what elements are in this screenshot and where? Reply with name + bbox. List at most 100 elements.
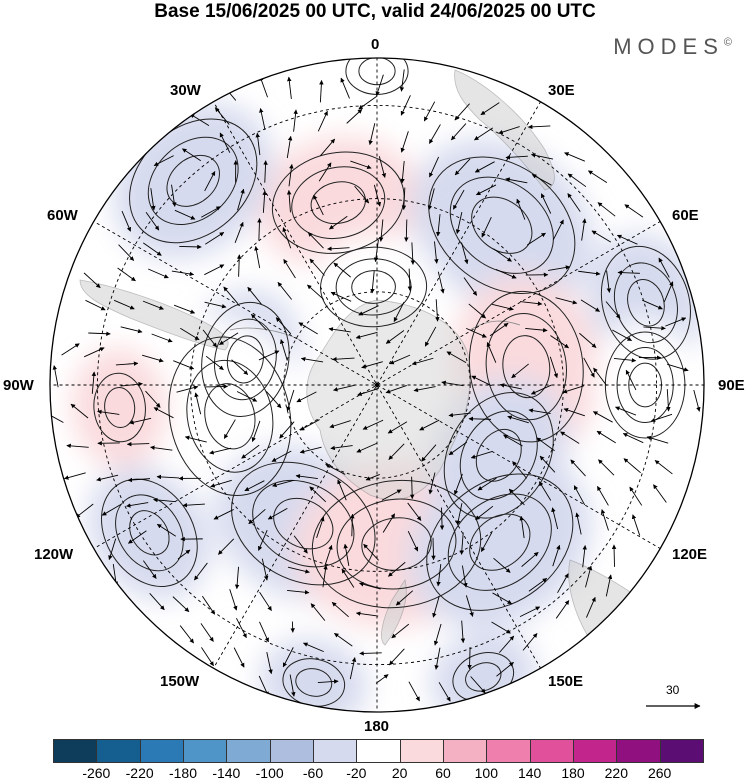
wind-vector-72 bbox=[540, 193, 552, 214]
wind-vector-321 bbox=[521, 551, 539, 567]
wind-vector-164 bbox=[231, 359, 249, 375]
wind-vector-232 bbox=[271, 450, 292, 462]
contour-10-0 bbox=[627, 279, 665, 327]
wind-vector-91 bbox=[553, 219, 564, 240]
contour-17-1 bbox=[335, 258, 412, 316]
wind-vector-58 bbox=[145, 211, 160, 231]
wind-vector-249 bbox=[156, 474, 179, 480]
wind-vector-169 bbox=[361, 361, 383, 369]
wind-vector-182 bbox=[120, 381, 143, 387]
wind-vector-306 bbox=[631, 514, 641, 536]
anomaly-blob-9-5 bbox=[408, 455, 591, 629]
wind-vector-134 bbox=[605, 301, 621, 319]
wind-vector-211 bbox=[279, 421, 295, 439]
wind-vector-323 bbox=[582, 545, 587, 568]
wind-vector-298 bbox=[407, 531, 419, 552]
wind-vector-247 bbox=[96, 474, 119, 482]
wind-vector-193 bbox=[413, 386, 436, 393]
wind-vector-33 bbox=[400, 160, 405, 184]
lon-label-90e: 90E bbox=[718, 377, 745, 394]
wind-vector-70 bbox=[481, 217, 492, 238]
wind-vector-329 bbox=[259, 591, 272, 611]
wind-vector-186 bbox=[236, 391, 258, 402]
wind-vector-221 bbox=[563, 407, 586, 417]
wind-vector-86 bbox=[410, 242, 416, 265]
wind-vector-162 bbox=[173, 360, 195, 370]
wind-vector-121 bbox=[223, 286, 239, 305]
contour-0-1 bbox=[291, 166, 386, 239]
wind-vector-161 bbox=[142, 354, 164, 363]
wind-vector-343 bbox=[200, 623, 214, 642]
wind-vector-179 bbox=[666, 363, 689, 372]
wind-vector-366 bbox=[467, 646, 472, 670]
wind-vector-129 bbox=[468, 303, 486, 319]
contour-12-0 bbox=[129, 510, 170, 556]
wind-vector-213 bbox=[329, 420, 351, 429]
wind-vector-360 bbox=[282, 647, 294, 668]
contour-6-0 bbox=[273, 497, 334, 550]
contour-2-1 bbox=[485, 313, 567, 421]
anomaly-blob-13-1 bbox=[71, 348, 168, 467]
graticule bbox=[50, 58, 704, 712]
wind-vector-112 bbox=[578, 270, 601, 276]
wind-vector-319 bbox=[461, 565, 468, 588]
wind-vector-326 bbox=[172, 596, 190, 613]
colorbar-swatch-7 bbox=[356, 739, 401, 763]
continent-africa bbox=[454, 69, 555, 191]
colorbar-swatch-13 bbox=[616, 739, 661, 763]
wind-vector-92 bbox=[581, 218, 587, 241]
lon-label-30w: 30W bbox=[170, 82, 201, 99]
wind-vector-344 bbox=[236, 617, 247, 639]
wind-vector-19 bbox=[400, 131, 409, 153]
wind-vector-48 bbox=[373, 184, 382, 207]
wind-vector-313 bbox=[287, 566, 310, 574]
wind-vector-34 bbox=[429, 156, 440, 178]
wind-vector-151 bbox=[489, 322, 509, 337]
lon-label-30e: 30E bbox=[548, 82, 575, 99]
wind-vector-160 bbox=[115, 361, 139, 366]
wind-vector-117 bbox=[113, 299, 135, 310]
wind-vector-28 bbox=[255, 132, 261, 156]
wind-vector-145 bbox=[298, 322, 318, 335]
wind-vector-290 bbox=[156, 523, 177, 537]
wind-vector-3 bbox=[259, 76, 268, 98]
wind-vector-87 bbox=[434, 241, 439, 264]
wind-vector-331 bbox=[322, 564, 328, 588]
wind-vector-238 bbox=[448, 441, 468, 456]
map-border bbox=[49, 57, 705, 713]
wind-vector-65 bbox=[329, 215, 348, 230]
wind-vector-265 bbox=[623, 458, 641, 474]
wind-vector-356 bbox=[585, 596, 596, 618]
colorbar-tick-11: 180 bbox=[561, 765, 585, 781]
wind-vector-195 bbox=[471, 375, 492, 387]
wind-vector-243 bbox=[596, 430, 616, 444]
wind-vector-24 bbox=[527, 124, 551, 130]
wind-vector-253 bbox=[272, 479, 294, 488]
colorbar-swatch-1 bbox=[96, 739, 141, 763]
contour-5-1 bbox=[186, 359, 274, 473]
colorbar-swatch-5 bbox=[269, 739, 314, 763]
wind-vector-348 bbox=[331, 601, 349, 618]
wind-vector-203 bbox=[50, 411, 64, 423]
wind-vector-6 bbox=[340, 77, 350, 99]
colorbar-swatch-12 bbox=[573, 739, 618, 763]
wind-vector-240 bbox=[503, 434, 523, 447]
contour-1-1 bbox=[449, 176, 554, 274]
wind-vector-21 bbox=[450, 123, 467, 141]
wind-vector-49 bbox=[401, 187, 407, 210]
wind-vector-9 bbox=[423, 101, 436, 122]
wind-vector-281 bbox=[475, 505, 494, 521]
colorbar-swatch-9 bbox=[443, 739, 488, 763]
contour-5-0 bbox=[204, 383, 256, 450]
wind-vector-143 bbox=[251, 313, 267, 331]
colorbar-swatch-4 bbox=[226, 739, 271, 763]
colorbar-swatch-6 bbox=[313, 739, 358, 763]
wind-vector-149 bbox=[424, 326, 437, 347]
wind-vector-320 bbox=[493, 557, 511, 573]
wind-vector-192 bbox=[385, 385, 407, 394]
wind-vector-148 bbox=[385, 330, 405, 344]
wind-vector-285 bbox=[596, 486, 609, 506]
wind-vector-131 bbox=[519, 301, 543, 306]
wind-vector-158 bbox=[61, 343, 80, 356]
